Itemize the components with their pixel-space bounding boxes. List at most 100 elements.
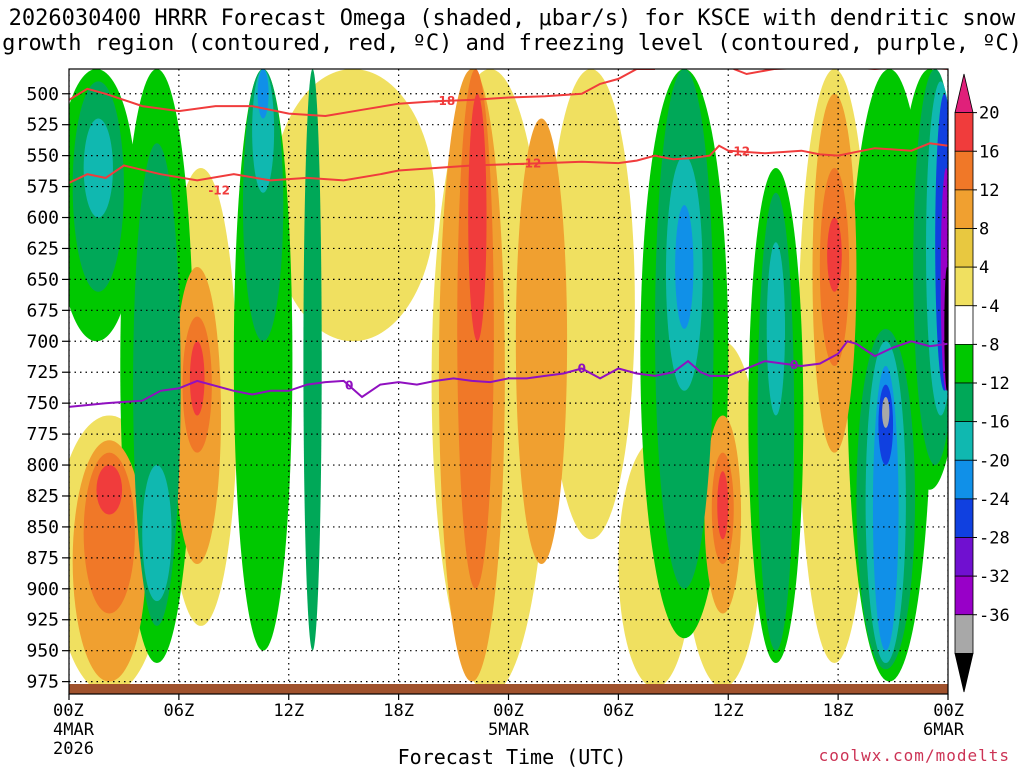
colorbar-segment-3: [954, 189, 974, 229]
colorbar-label-11: -28: [979, 529, 1010, 549]
omega-region-23: [766, 242, 786, 416]
colorbar-label-6: -8: [979, 335, 999, 355]
freezing-level-label-1: 0: [345, 379, 353, 393]
omega-region-19: [142, 465, 172, 602]
colorbar-label-10: -24: [979, 490, 1010, 510]
omega-wash-2: [270, 69, 436, 342]
omega-shading: [69, 69, 948, 687]
omega-region-20: [83, 118, 113, 218]
ytick-label-775: 775: [26, 424, 59, 445]
xtick-label-0: 00Z: [53, 701, 84, 721]
xtick-label-36: 12Z: [713, 701, 744, 721]
ytick-label-550: 550: [26, 146, 59, 167]
y-axis: 500 525 550 575 600 625 650 675 700 725 750 775 800 8…: [26, 84, 69, 693]
ytick-label-725: 725: [26, 362, 59, 383]
omega-region-3: [515, 118, 568, 565]
grid-lines: [69, 69, 948, 687]
colorbar-label-3: 8: [979, 220, 989, 240]
colorbar: 20 16 12 8 4 -4 -8 -12 -16 -20 -24 -28 -32 -36: [954, 73, 1010, 693]
omega-region-38: [944, 267, 948, 391]
omega-region-9: [303, 69, 322, 651]
freezing-level-label-2: 0: [578, 362, 586, 376]
isotherm-minus12: [69, 142, 948, 184]
colorbar-segment-13: [954, 575, 974, 616]
ytick-label-650: 650: [26, 269, 59, 290]
x-axis-title: Forecast Time (UTC): [397, 745, 627, 769]
colorbar-segment-8: [954, 382, 974, 423]
xtick-label-30: 06Z: [603, 701, 634, 721]
ytick-label-575: 575: [26, 177, 59, 198]
colorbar-label-5: -4: [979, 297, 999, 317]
xtick-date-24: 5MAR: [488, 720, 530, 740]
isotherm-minus18-label: -18: [434, 94, 456, 108]
freezing-level: [69, 340, 948, 408]
isotherm-minus18-b: [733, 69, 775, 76]
ytick-label-850: 850: [26, 517, 59, 538]
colorbar-label-12: -32: [979, 567, 1010, 587]
ytick-label-750: 750: [26, 393, 59, 414]
ytick-label-975: 975: [26, 672, 59, 693]
colorbar-label-2: 12: [979, 181, 999, 201]
ytick-label-825: 825: [26, 486, 59, 507]
omega-region-26: [96, 465, 123, 515]
colorbar-segment-10: [954, 459, 974, 500]
colorbar-segment-15: [954, 652, 974, 693]
ytick-label-700: 700: [26, 331, 59, 352]
ytick-label-950: 950: [26, 641, 59, 662]
ytick-label-875: 875: [26, 548, 59, 569]
xtick-date-0: 4MAR: [53, 720, 95, 740]
colorbar-label-1: 16: [979, 142, 999, 162]
colorbar-label-0: 20: [979, 104, 999, 124]
ytick-label-675: 675: [26, 300, 59, 321]
colorbar-segment-1: [954, 112, 974, 152]
omega-region-37: [882, 396, 890, 428]
isotherm-minus18: [69, 69, 655, 118]
credit-text: coolwx.com/modelts: [818, 746, 1010, 765]
colorbar-label-13: -36: [979, 606, 1010, 626]
colorbar-segment-7: [954, 343, 974, 384]
omega-region-27: [189, 341, 205, 416]
xtick-label-18: 18Z: [383, 701, 414, 721]
colorbar-segment-4: [954, 228, 974, 268]
colorbar-label-9: -20: [979, 451, 1010, 471]
omega-region-21: [252, 69, 275, 193]
omega-region-30: [827, 217, 842, 292]
colorbar-segment-9: [954, 421, 974, 461]
omega-region-32: [675, 205, 694, 329]
colorbar-segment-14: [954, 614, 974, 654]
colorbar-segment-11: [954, 498, 974, 538]
xtick-label-24: 00Z: [493, 701, 524, 721]
ytick-label-500: 500: [26, 84, 59, 105]
ytick-label-525: 525: [26, 115, 59, 136]
xtick-label-42: 18Z: [823, 701, 854, 721]
ytick-label-900: 900: [26, 579, 59, 600]
xtick-label-48: 00Z: [933, 701, 964, 721]
contours: -18 -12 -12 -12 0 0 0: [69, 69, 948, 408]
colorbar-segment-0: [954, 73, 974, 114]
colorbar-segment-5: [954, 266, 974, 307]
xtick-label-6: 06Z: [164, 701, 195, 721]
omega-region-29: [717, 471, 729, 540]
chart-title: 2026030400 HRRR Forecast Omega (shaded, …: [0, 6, 1024, 56]
xtick-year-0: 2026: [53, 739, 94, 759]
xtick-date-48: 6MAR: [923, 720, 965, 740]
colorbar-segment-2: [954, 150, 974, 191]
omega-region-31: [257, 69, 269, 119]
colorbar-segment-12: [954, 537, 974, 577]
colorbar-label-8: -16: [979, 413, 1010, 433]
isotherm-minus12-label-1: -12: [520, 157, 542, 171]
colorbar-label-4: 4: [979, 258, 989, 278]
omega-wash-4: [546, 69, 635, 540]
ytick-label-600: 600: [26, 208, 59, 229]
ytick-label-925: 925: [26, 610, 59, 631]
ytick-label-625: 625: [26, 238, 59, 259]
isotherm-minus12-label-3: -12: [208, 183, 230, 197]
xtick-label-12: 12Z: [273, 701, 304, 721]
terrain-band: [69, 684, 948, 694]
omega-region-11: [757, 192, 795, 651]
title-line-2: growth region (contoured, red, ºC) and f…: [2, 31, 1022, 56]
isotherm-minus12-label-2: -12: [728, 144, 750, 158]
omega-region-14: [83, 452, 135, 614]
